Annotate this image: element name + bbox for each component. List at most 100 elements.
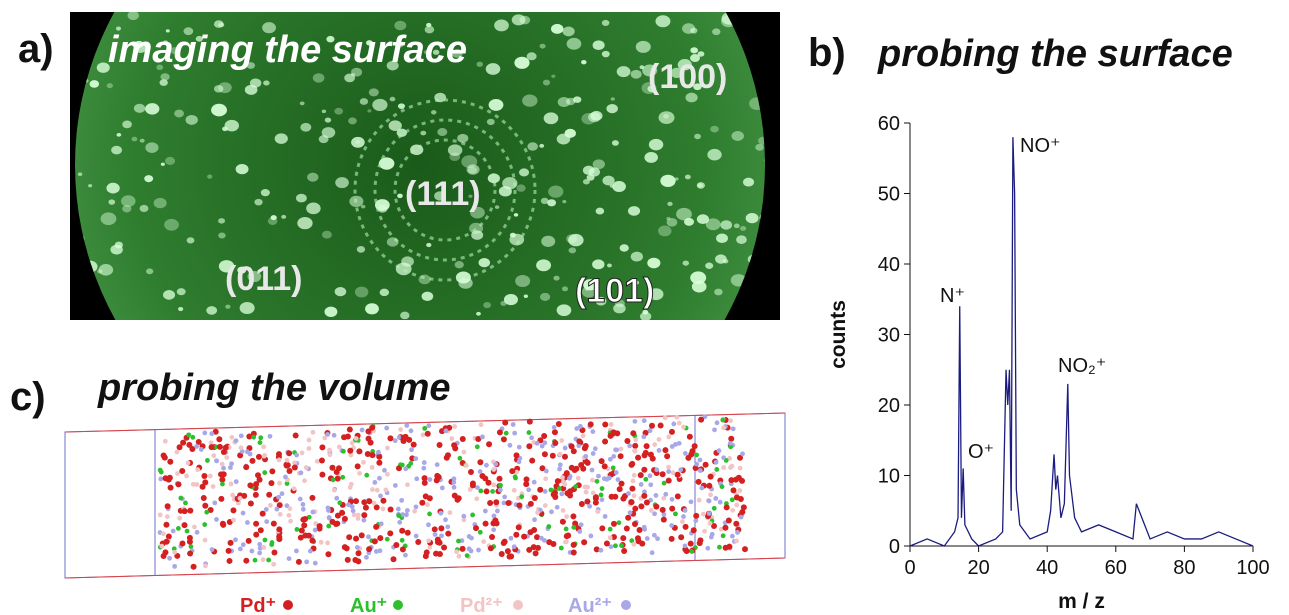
atom — [277, 511, 283, 517]
atom — [276, 502, 283, 509]
spot — [213, 85, 224, 93]
atom — [534, 440, 540, 446]
atom — [513, 475, 518, 481]
atom — [531, 494, 538, 501]
atom — [618, 446, 624, 452]
atom — [509, 468, 516, 475]
atom — [353, 498, 360, 505]
spot — [562, 26, 575, 37]
atom — [253, 531, 260, 538]
atom — [495, 508, 500, 514]
y-tick-label: 60 — [878, 113, 900, 135]
atom — [707, 473, 714, 480]
spot — [96, 62, 110, 73]
atom — [502, 494, 508, 500]
atom — [625, 514, 632, 521]
spot — [133, 103, 146, 113]
atom — [353, 535, 360, 542]
atom — [629, 538, 635, 544]
atom — [718, 526, 724, 532]
spot — [262, 22, 276, 34]
spot — [658, 111, 675, 124]
panel-label: a) — [18, 27, 54, 71]
atom — [220, 481, 225, 487]
atom — [355, 550, 362, 557]
atom — [396, 513, 402, 518]
atom — [671, 421, 677, 427]
x-tick-label: 80 — [1173, 557, 1195, 579]
atom — [184, 473, 189, 479]
atom — [484, 462, 489, 468]
spot — [176, 288, 186, 296]
spot — [89, 80, 100, 88]
atom — [574, 426, 580, 431]
spot — [334, 107, 344, 115]
atom — [491, 527, 497, 533]
atom — [730, 487, 737, 494]
atom — [611, 454, 617, 459]
atom — [378, 493, 383, 499]
atom — [698, 416, 705, 423]
atom — [351, 512, 357, 518]
atom — [599, 486, 605, 491]
atom — [271, 549, 278, 556]
atom — [161, 454, 168, 461]
atom — [728, 435, 735, 442]
atom — [624, 437, 631, 444]
spot — [513, 213, 519, 217]
atom — [380, 506, 386, 512]
atom — [669, 496, 675, 502]
atom — [618, 480, 625, 487]
atom — [384, 425, 390, 431]
atom — [606, 475, 612, 481]
atom — [700, 511, 706, 517]
panel-title: imaging the surface — [108, 29, 467, 71]
atom — [578, 462, 585, 469]
spot — [386, 60, 399, 71]
atom — [249, 548, 255, 554]
atom — [678, 534, 685, 541]
atom — [230, 492, 235, 498]
atom — [299, 450, 305, 456]
spot — [540, 292, 551, 301]
atom — [732, 476, 739, 483]
spot — [755, 143, 764, 151]
legend-label: Au⁺ — [350, 595, 387, 615]
atom — [496, 429, 503, 436]
atom — [172, 549, 178, 555]
atom — [327, 447, 332, 453]
atom — [185, 460, 191, 466]
atom — [735, 530, 740, 535]
spot — [630, 69, 642, 79]
atom — [633, 437, 639, 443]
atom — [399, 527, 406, 534]
spot — [281, 214, 287, 219]
atom — [176, 444, 183, 451]
atom — [570, 541, 577, 548]
spot — [715, 254, 727, 264]
spot — [466, 164, 480, 175]
atom — [598, 492, 604, 498]
peak-label: NO₂⁺ — [1058, 355, 1106, 377]
atom — [653, 493, 659, 498]
atom — [164, 514, 170, 520]
atom — [257, 550, 263, 556]
atom — [261, 444, 267, 450]
spot — [321, 109, 327, 114]
atom — [403, 552, 408, 558]
atom — [439, 428, 446, 435]
atom — [431, 526, 438, 533]
atom — [682, 523, 689, 530]
atom — [616, 486, 623, 493]
spot — [543, 112, 559, 125]
atom — [194, 443, 200, 449]
atom — [300, 516, 307, 523]
atom — [716, 448, 722, 454]
atom — [259, 510, 266, 517]
spot — [218, 22, 225, 28]
spot — [174, 109, 184, 118]
atom — [482, 520, 489, 527]
atom — [668, 535, 675, 542]
atom — [354, 545, 360, 550]
atom — [730, 507, 736, 513]
